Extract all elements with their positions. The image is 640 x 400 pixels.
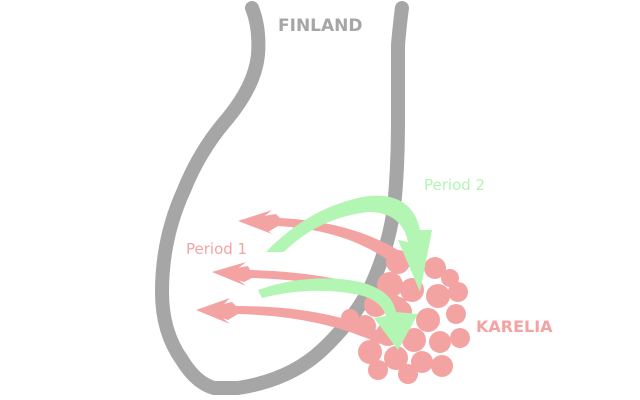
period-2-label: Period 2 [424, 176, 485, 194]
karelia-blob [429, 331, 451, 353]
period-1-arrow [198, 302, 390, 344]
karelia-blob [446, 304, 466, 324]
karelia-blob [426, 284, 450, 308]
period-1-arrow [214, 266, 408, 308]
period-1-arrowhead [212, 262, 254, 286]
karelia-blob [448, 282, 468, 302]
finland-label: FINLAND [278, 16, 363, 36]
period-1-arrowhead [196, 298, 238, 324]
karelia-blob [411, 351, 433, 373]
karelia-blob [450, 328, 470, 348]
karelia-label: KARELIA [476, 317, 553, 336]
karelia-blob [431, 355, 453, 377]
karelia-blob [398, 364, 418, 384]
finland-border [155, 1, 409, 395]
period-1-label: Period 1 [186, 240, 247, 258]
karelia-blob [384, 346, 408, 370]
karelia-blob [441, 269, 459, 287]
period-1-arrowhead [238, 210, 280, 234]
karelia-blob [402, 328, 426, 352]
karelia-blob [368, 360, 388, 380]
period-2-arrow [266, 195, 432, 292]
karelia-blob [424, 257, 446, 279]
period-2-arrows [258, 195, 432, 350]
period-1-arrows [196, 210, 410, 344]
karelia-blob [416, 308, 440, 332]
period-2-arrow [258, 278, 418, 350]
karelia-blob [358, 340, 382, 364]
